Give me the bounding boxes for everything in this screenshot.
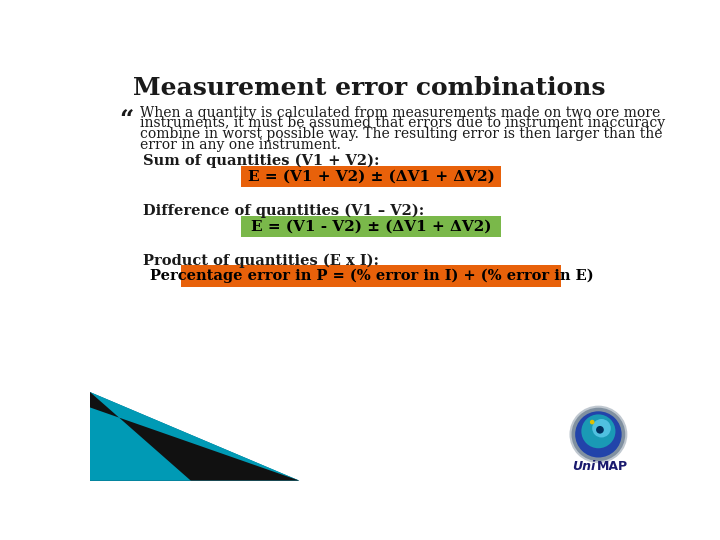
Text: E = (V1 + V2) ± (ΔV1 + ΔV2): E = (V1 + V2) ± (ΔV1 + ΔV2) xyxy=(248,170,495,184)
Text: Measurement error combinations: Measurement error combinations xyxy=(132,76,606,100)
Text: “: “ xyxy=(120,108,134,132)
Polygon shape xyxy=(90,392,300,481)
Text: Percentage error in P = (% error in I) + (% error in E): Percentage error in P = (% error in I) +… xyxy=(150,268,593,283)
Text: combine in worst possible way. The resulting error is then larger than the: combine in worst possible way. The resul… xyxy=(140,127,663,141)
Text: Uni: Uni xyxy=(572,460,595,473)
Text: E = (V1 - V2) ± (ΔV1 + ΔV2): E = (V1 - V2) ± (ΔV1 + ΔV2) xyxy=(251,219,491,233)
Polygon shape xyxy=(90,392,377,481)
Circle shape xyxy=(570,407,626,462)
Circle shape xyxy=(575,411,621,457)
FancyBboxPatch shape xyxy=(241,166,500,187)
Polygon shape xyxy=(90,408,300,481)
Circle shape xyxy=(593,419,611,437)
Text: When a quantity is calculated from measurements made on two ore more: When a quantity is calculated from measu… xyxy=(140,105,661,119)
Text: Difference of quantities (V1 – V2):: Difference of quantities (V1 – V2): xyxy=(143,204,424,218)
Text: Sum of quantities (V1 + V2):: Sum of quantities (V1 + V2): xyxy=(143,154,379,168)
FancyBboxPatch shape xyxy=(241,215,500,237)
Text: error in any one instrument.: error in any one instrument. xyxy=(140,138,341,152)
Circle shape xyxy=(590,420,595,424)
Text: instruments, it must be assumed that errors due to instrument inaccuracy: instruments, it must be assumed that err… xyxy=(140,116,665,130)
Polygon shape xyxy=(90,392,300,481)
Circle shape xyxy=(596,426,604,434)
Text: Product of quantities (E x I):: Product of quantities (E x I): xyxy=(143,254,379,268)
Polygon shape xyxy=(90,408,191,481)
Text: MAP: MAP xyxy=(597,460,628,473)
FancyBboxPatch shape xyxy=(181,265,561,287)
Circle shape xyxy=(581,414,616,448)
